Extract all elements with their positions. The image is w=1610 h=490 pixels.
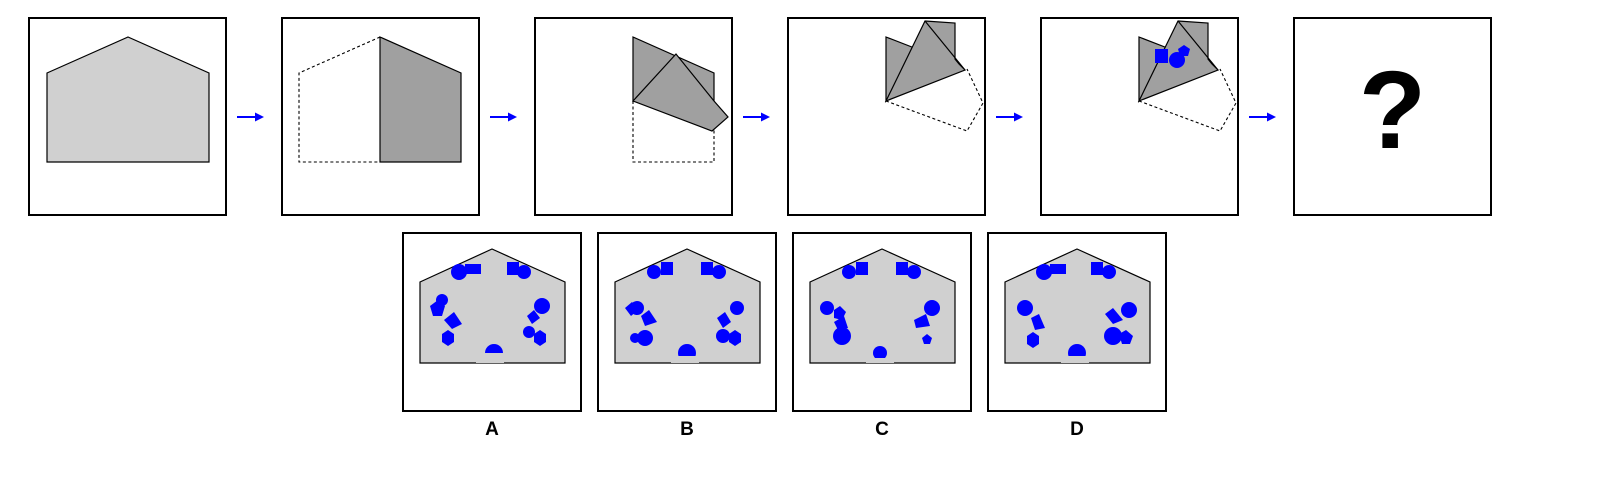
step-3-horizontal-fold: [631, 36, 729, 163]
question-mark: ?: [1358, 49, 1427, 172]
step-4-diagonal-fold: [884, 20, 984, 132]
right-arrow-icon: [996, 112, 1023, 122]
option-d-unfolded-paper: [1004, 248, 1151, 364]
option-a-label: A: [485, 419, 499, 440]
right-arrow-icon: [1249, 112, 1276, 122]
right-arrow-icon: [490, 112, 517, 122]
punched-square-hole: [1155, 49, 1168, 63]
step-2-panel: [281, 17, 480, 216]
option-d-panel[interactable]: [987, 232, 1167, 412]
option-b-holes: [625, 262, 744, 363]
right-arrow-icon: [743, 112, 770, 122]
right-arrow-icon: [237, 112, 264, 122]
question-panel: ?: [1293, 17, 1492, 216]
option-d-holes: [1017, 262, 1137, 363]
option-c-label: C: [875, 419, 889, 440]
option-b-unfolded-paper: [614, 248, 761, 364]
step-5-punched-holes: [1137, 20, 1237, 132]
option-a-unfolded-paper: [419, 248, 566, 364]
option-a-panel[interactable]: [402, 232, 582, 412]
option-c-unfolded-paper: [809, 248, 956, 364]
option-d-label: D: [1070, 419, 1084, 440]
step-2-vertical-fold: [298, 36, 462, 163]
step-5-panel: [1040, 17, 1239, 216]
option-b-panel[interactable]: [597, 232, 777, 412]
option-c-holes: [820, 262, 940, 363]
step-1-panel: [28, 17, 227, 216]
punched-pentagon-hole: [1178, 45, 1190, 56]
step-3-panel: [534, 17, 733, 216]
option-a-holes: [430, 262, 550, 363]
step-1-unfolded-paper: [46, 36, 210, 163]
option-b-label: B: [680, 419, 694, 440]
step-4-panel: [787, 17, 986, 216]
option-c-panel[interactable]: [792, 232, 972, 412]
